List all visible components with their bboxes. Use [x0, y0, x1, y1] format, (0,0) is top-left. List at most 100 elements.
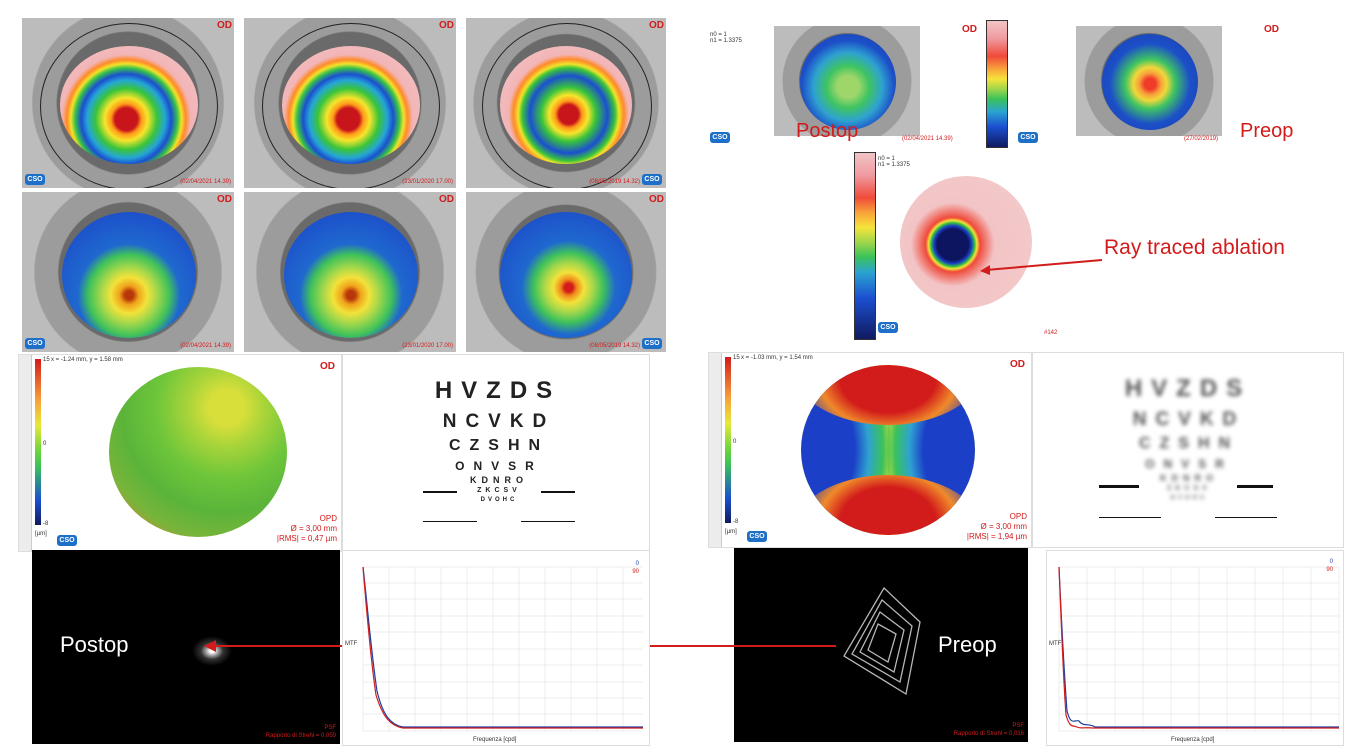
axial-map-1[interactable]: OD CSO (02/04/2021 14.39): [22, 18, 234, 188]
opd-map[interactable]: [801, 365, 975, 535]
snellen-row-1: HVZDS: [434, 377, 562, 404]
refraction-map-1[interactable]: OD CSO (02/04/2021 14.39): [22, 192, 234, 352]
opd-label: OPD: [319, 514, 337, 523]
mtf-plot: [1058, 566, 1340, 732]
topography-grid: OD CSO (02/04/2021 14.39) OD (23/01/2020…: [18, 8, 666, 354]
opd-color-scale: [35, 359, 41, 525]
series-90-line: [362, 566, 643, 729]
preop-elevation-map[interactable]: [1076, 26, 1222, 136]
sidebar: [709, 353, 722, 547]
map-caption: (23/01/2020 17.00): [402, 179, 453, 185]
map-caption: (08/05/2019 14.32): [589, 179, 640, 185]
cso-logo: CSO: [747, 531, 767, 542]
cso-logo: CSO: [25, 174, 45, 185]
coords: x = -1.03 mm, y = 1.54 mm: [741, 355, 813, 361]
od-label: OD: [962, 24, 977, 35]
legend-90: 90: [1326, 567, 1333, 573]
opd-label: OPD: [1009, 512, 1027, 521]
preop-elevation-caption: (27/02/2019): [1184, 136, 1219, 142]
cso-logo: CSO: [642, 338, 662, 349]
cso-logo: CSO: [642, 174, 662, 185]
refraction-map-2[interactable]: OD (23/01/2020 17.00): [244, 192, 456, 352]
map-caption: (02/04/2021 14.39): [180, 343, 231, 349]
snellen-row-7: DVOHC: [480, 497, 518, 503]
snellen-row-3: CZSHN: [448, 437, 550, 454]
snellen-row-5: KDNRO: [470, 475, 528, 485]
snellen-row-2: NCVKD: [1132, 409, 1246, 430]
od-label: OD: [1264, 24, 1279, 35]
preop-wavefront-panel: 15 0 -8 [µm] x = -1.03 mm, y = 1.54 mm O…: [708, 352, 1032, 548]
postop-mtf-chart[interactable]: 0 90 Frequenza [cpd] MTF: [342, 550, 650, 746]
grid: [1058, 566, 1340, 732]
psf-spot: [192, 636, 232, 666]
opd-map[interactable]: [109, 367, 287, 537]
snellen-row-5: KDNRO: [1160, 473, 1218, 483]
ablation-color-scale: [854, 152, 876, 340]
divider-line: [1099, 485, 1139, 488]
preop-title: Preop: [1240, 120, 1294, 142]
psf-label: PSF: [324, 725, 336, 731]
divider-line: [423, 521, 477, 522]
unit-label: [µm]: [35, 531, 47, 537]
preop-mtf-chart[interactable]: 0 90 Frequenza [cpd] MTF: [1046, 550, 1344, 746]
psf-shape: [843, 586, 921, 696]
snellen-row-3: CZSHN: [1138, 435, 1240, 452]
ray-traced-ablation-map[interactable]: [900, 176, 1032, 308]
snellen-row-7: DVOHC: [1170, 495, 1208, 501]
sidebar: [19, 355, 32, 551]
postop-wavefront-panel: 15 0 -8 [µm] x = -1.24 mm, y = 1.58 mm O…: [18, 354, 342, 552]
diameter-label: Ø = 3,00 mm: [290, 524, 337, 533]
psf-label: PSF: [1012, 723, 1024, 729]
scale-top: 15: [43, 357, 50, 363]
unit-label: [µm]: [725, 529, 737, 535]
divider-line: [541, 491, 575, 493]
map-caption: (02/04/2021 14.39): [180, 179, 231, 185]
y-axis-label: MTF: [345, 641, 358, 647]
postop-elevation-map[interactable]: [774, 26, 920, 136]
axial-map-2[interactable]: OD (23/01/2020 17.00): [244, 18, 456, 188]
coords: x = -1.24 mm, y = 1.58 mm: [51, 357, 123, 363]
postop-title: Postop: [796, 120, 859, 142]
series-0-line: [362, 566, 643, 728]
postop-elevation-caption: (02/04/2021 14.39): [902, 136, 953, 142]
x-axis-label: Frequenza [cpd]: [1171, 737, 1215, 743]
mtf-plot: [362, 566, 643, 732]
strehl-label: Rapporto di Strehl = 0,016: [953, 731, 1024, 737]
diameter-label: Ø = 3,00 mm: [980, 522, 1027, 531]
cso-logo: CSO: [57, 535, 77, 546]
elevation-color-scale: [986, 20, 1008, 148]
scale-bot: -8: [733, 519, 739, 525]
legend-0: 0: [635, 561, 639, 567]
divider-line: [1215, 517, 1277, 518]
map-caption: (23/01/2020 17.00): [402, 343, 453, 349]
divider-line: [1237, 485, 1273, 488]
series-90-line: [1058, 566, 1339, 729]
cso-logo: CSO: [25, 338, 45, 349]
scale-mid: 0: [43, 441, 47, 447]
x-axis-label: Frequenza [cpd]: [473, 737, 517, 743]
od-label: OD: [649, 20, 664, 31]
snellen-row-6: ZKCSV: [1167, 485, 1211, 492]
od-label: OD: [439, 194, 454, 205]
cso-logo: CSO: [878, 322, 898, 333]
od-label: OD: [320, 361, 335, 372]
preop-label: Preop: [938, 632, 997, 657]
postop-label: Postop: [60, 632, 129, 657]
elevation-panel: n0 = 1 n1 = 1.3375 OD CSO CSO Postop (02/…: [706, 14, 1342, 344]
cso-logo: CSO: [710, 132, 730, 143]
rms-label: |RMS| = 1,94 µm: [966, 532, 1027, 541]
rms-label: |RMS| = 0,47 µm: [276, 534, 337, 543]
ray-traced-ablation-label: Ray traced ablation: [1104, 236, 1285, 259]
scale-top: 15: [733, 355, 740, 361]
strehl-label: Rapporto di Strehl = 0,059: [265, 733, 336, 739]
snellen-row-4: ONVSR: [1145, 457, 1233, 471]
postop-snellen-panel: HVZDS NCVKD CZSHN ONVSR KDNRO ZKCSV DVOH…: [342, 354, 650, 552]
od-label: OD: [217, 20, 232, 31]
snellen-row-2: NCVKD: [442, 411, 556, 432]
od-label: OD: [1010, 359, 1025, 370]
scale-bot: -8: [43, 521, 49, 527]
axial-map-3[interactable]: OD CSO (08/05/2019 14.32): [466, 18, 666, 188]
ray-traced-arrow-icon: [980, 259, 1103, 275]
refraction-map-3[interactable]: OD CSO (08/05/2019 14.32): [466, 192, 666, 352]
snellen-row-6: ZKCSV: [477, 487, 521, 494]
